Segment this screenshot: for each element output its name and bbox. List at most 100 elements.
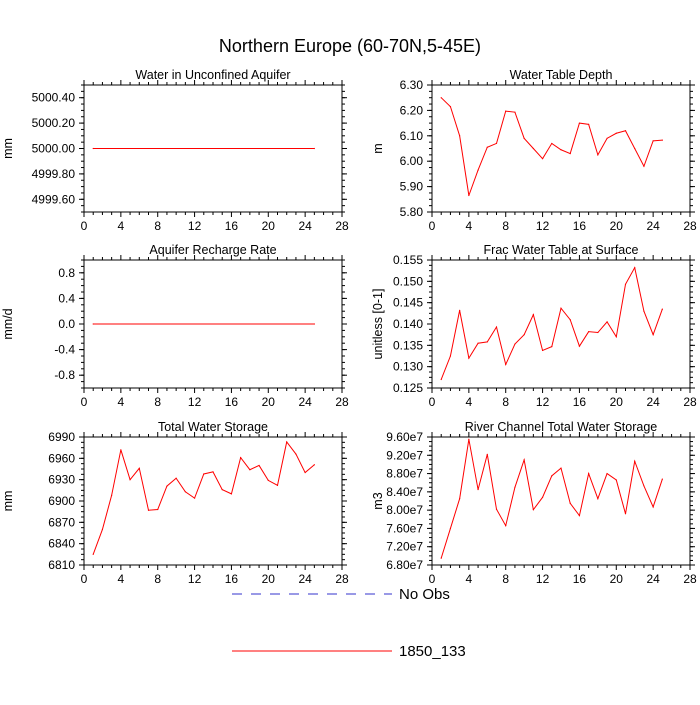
panel-title: Water Table Depth <box>510 68 613 82</box>
data-point <box>258 464 260 467</box>
y-tick-label: 7.60e7 <box>386 521 423 535</box>
data-point <box>597 154 599 156</box>
data-point <box>212 471 214 473</box>
x-tick-label: 0 <box>81 572 88 586</box>
y-tick-label: 4999.60 <box>32 192 76 206</box>
y-tick-label: 9.20e7 <box>386 448 423 462</box>
panel-aquifer-recharge-rate: Aquifer Recharge Rate 0 4 8 12 16 20 24 28 -0.8 -0… <box>1 243 349 409</box>
y-tick-label: 0.130 <box>393 360 423 374</box>
x-tick-label: 8 <box>154 395 161 409</box>
y-tick-label: 6.80e7 <box>386 558 423 572</box>
x-tick-label: 28 <box>683 219 697 233</box>
data-point <box>175 477 177 479</box>
x-tick-label: 28 <box>335 572 349 586</box>
y-tick-label: 0.150 <box>393 274 423 288</box>
y-tick-label: 0.145 <box>393 296 423 310</box>
y-tick-label: 6840 <box>48 537 75 551</box>
y-tick-label: 5000.00 <box>32 142 76 156</box>
data-point <box>634 267 636 269</box>
x-tick-label: 20 <box>610 219 624 233</box>
data-point <box>624 283 627 285</box>
y-tick-label: 6990 <box>48 430 75 444</box>
data-point <box>468 438 470 440</box>
y-axis-label: m3 <box>371 492 385 509</box>
data-point <box>166 485 168 487</box>
x-tick-label: 16 <box>573 219 587 233</box>
x-tick-label: 24 <box>646 395 660 409</box>
data-point <box>551 475 553 477</box>
y-tick-label: 6900 <box>48 494 75 508</box>
y-tick-label: 6.10 <box>400 129 424 143</box>
data-point <box>514 486 516 488</box>
y-tick-label: 9.60e7 <box>386 430 423 444</box>
data-point <box>459 135 461 137</box>
data-point <box>624 130 627 132</box>
data-point <box>468 194 470 197</box>
x-tick-label: 20 <box>610 572 624 586</box>
data-point <box>286 441 288 443</box>
data-point <box>569 319 571 321</box>
data-point <box>652 334 654 336</box>
data-point <box>560 149 562 151</box>
x-tick-label: 20 <box>262 395 276 409</box>
data-point <box>643 310 645 312</box>
y-tick-label: 6810 <box>48 558 75 572</box>
data-point <box>486 146 488 148</box>
data-point <box>313 323 315 325</box>
y-axis-label: mm <box>1 491 15 512</box>
y-tick-label: 6930 <box>48 473 75 487</box>
data-point <box>313 464 315 466</box>
y-tick-label: 4999.80 <box>32 167 76 181</box>
data-point <box>449 355 452 357</box>
data-point <box>240 457 242 459</box>
y-tick-label: -0.4 <box>54 343 75 357</box>
x-tick-label: 4 <box>118 572 125 586</box>
x-tick-label: 12 <box>188 395 202 409</box>
x-tick-label: 24 <box>646 219 660 233</box>
x-tick-label: 8 <box>502 572 509 586</box>
y-tick-label: 6870 <box>48 515 75 529</box>
data-point <box>643 165 645 167</box>
y-tick-label: 0.8 <box>58 266 75 280</box>
x-tick-label: 0 <box>429 395 436 409</box>
data-point <box>643 485 645 487</box>
panel-total-water-storage: Total Water Storage 0 4 8 12 16 20 24 28 6810 6840… <box>1 420 349 586</box>
legend-label-no-obs: No Obs <box>399 586 450 603</box>
legend-label-1850-133: 1850_133 <box>399 643 466 660</box>
data-point <box>551 142 553 145</box>
y-tick-label: 5000.40 <box>32 91 76 105</box>
y-tick-label: 5000.20 <box>32 116 76 130</box>
x-tick-label: 16 <box>573 572 587 586</box>
panel-water-table-depth: Water Table Depth 0 4 8 12 16 20 24 28 5.80 5.90 6.… <box>371 68 697 233</box>
data-point <box>532 314 534 316</box>
data-point <box>505 363 507 366</box>
panel-water-in-unconfined-aquifer: Water in Unconfined Aquifer 0 4 8 12 16 20 24 28… <box>1 68 349 233</box>
data-point <box>560 467 562 469</box>
x-tick-label: 28 <box>683 572 697 586</box>
data-point <box>304 471 306 474</box>
data-point <box>588 123 590 125</box>
data-point <box>129 479 131 481</box>
y-tick-label: 0.155 <box>393 253 423 267</box>
data-point <box>541 496 544 498</box>
data-point <box>495 142 498 145</box>
data-point <box>588 472 590 475</box>
x-tick-label: 4 <box>466 395 473 409</box>
data-point <box>597 331 599 334</box>
y-tick-label: 8.80e7 <box>386 467 423 481</box>
x-tick-label: 16 <box>573 395 587 409</box>
y-tick-label: 0.135 <box>393 338 423 352</box>
x-tick-label: 20 <box>610 395 624 409</box>
data-point <box>661 478 663 480</box>
data-point <box>505 110 507 112</box>
data-point <box>147 509 150 511</box>
y-axis-label: m <box>371 143 385 153</box>
data-point <box>313 147 315 150</box>
data-point <box>459 498 461 500</box>
x-tick-label: 28 <box>335 219 349 233</box>
data-point <box>193 497 196 499</box>
data-point <box>578 122 581 124</box>
series-line <box>92 440 315 555</box>
y-tick-label: 8.00e7 <box>386 503 423 517</box>
